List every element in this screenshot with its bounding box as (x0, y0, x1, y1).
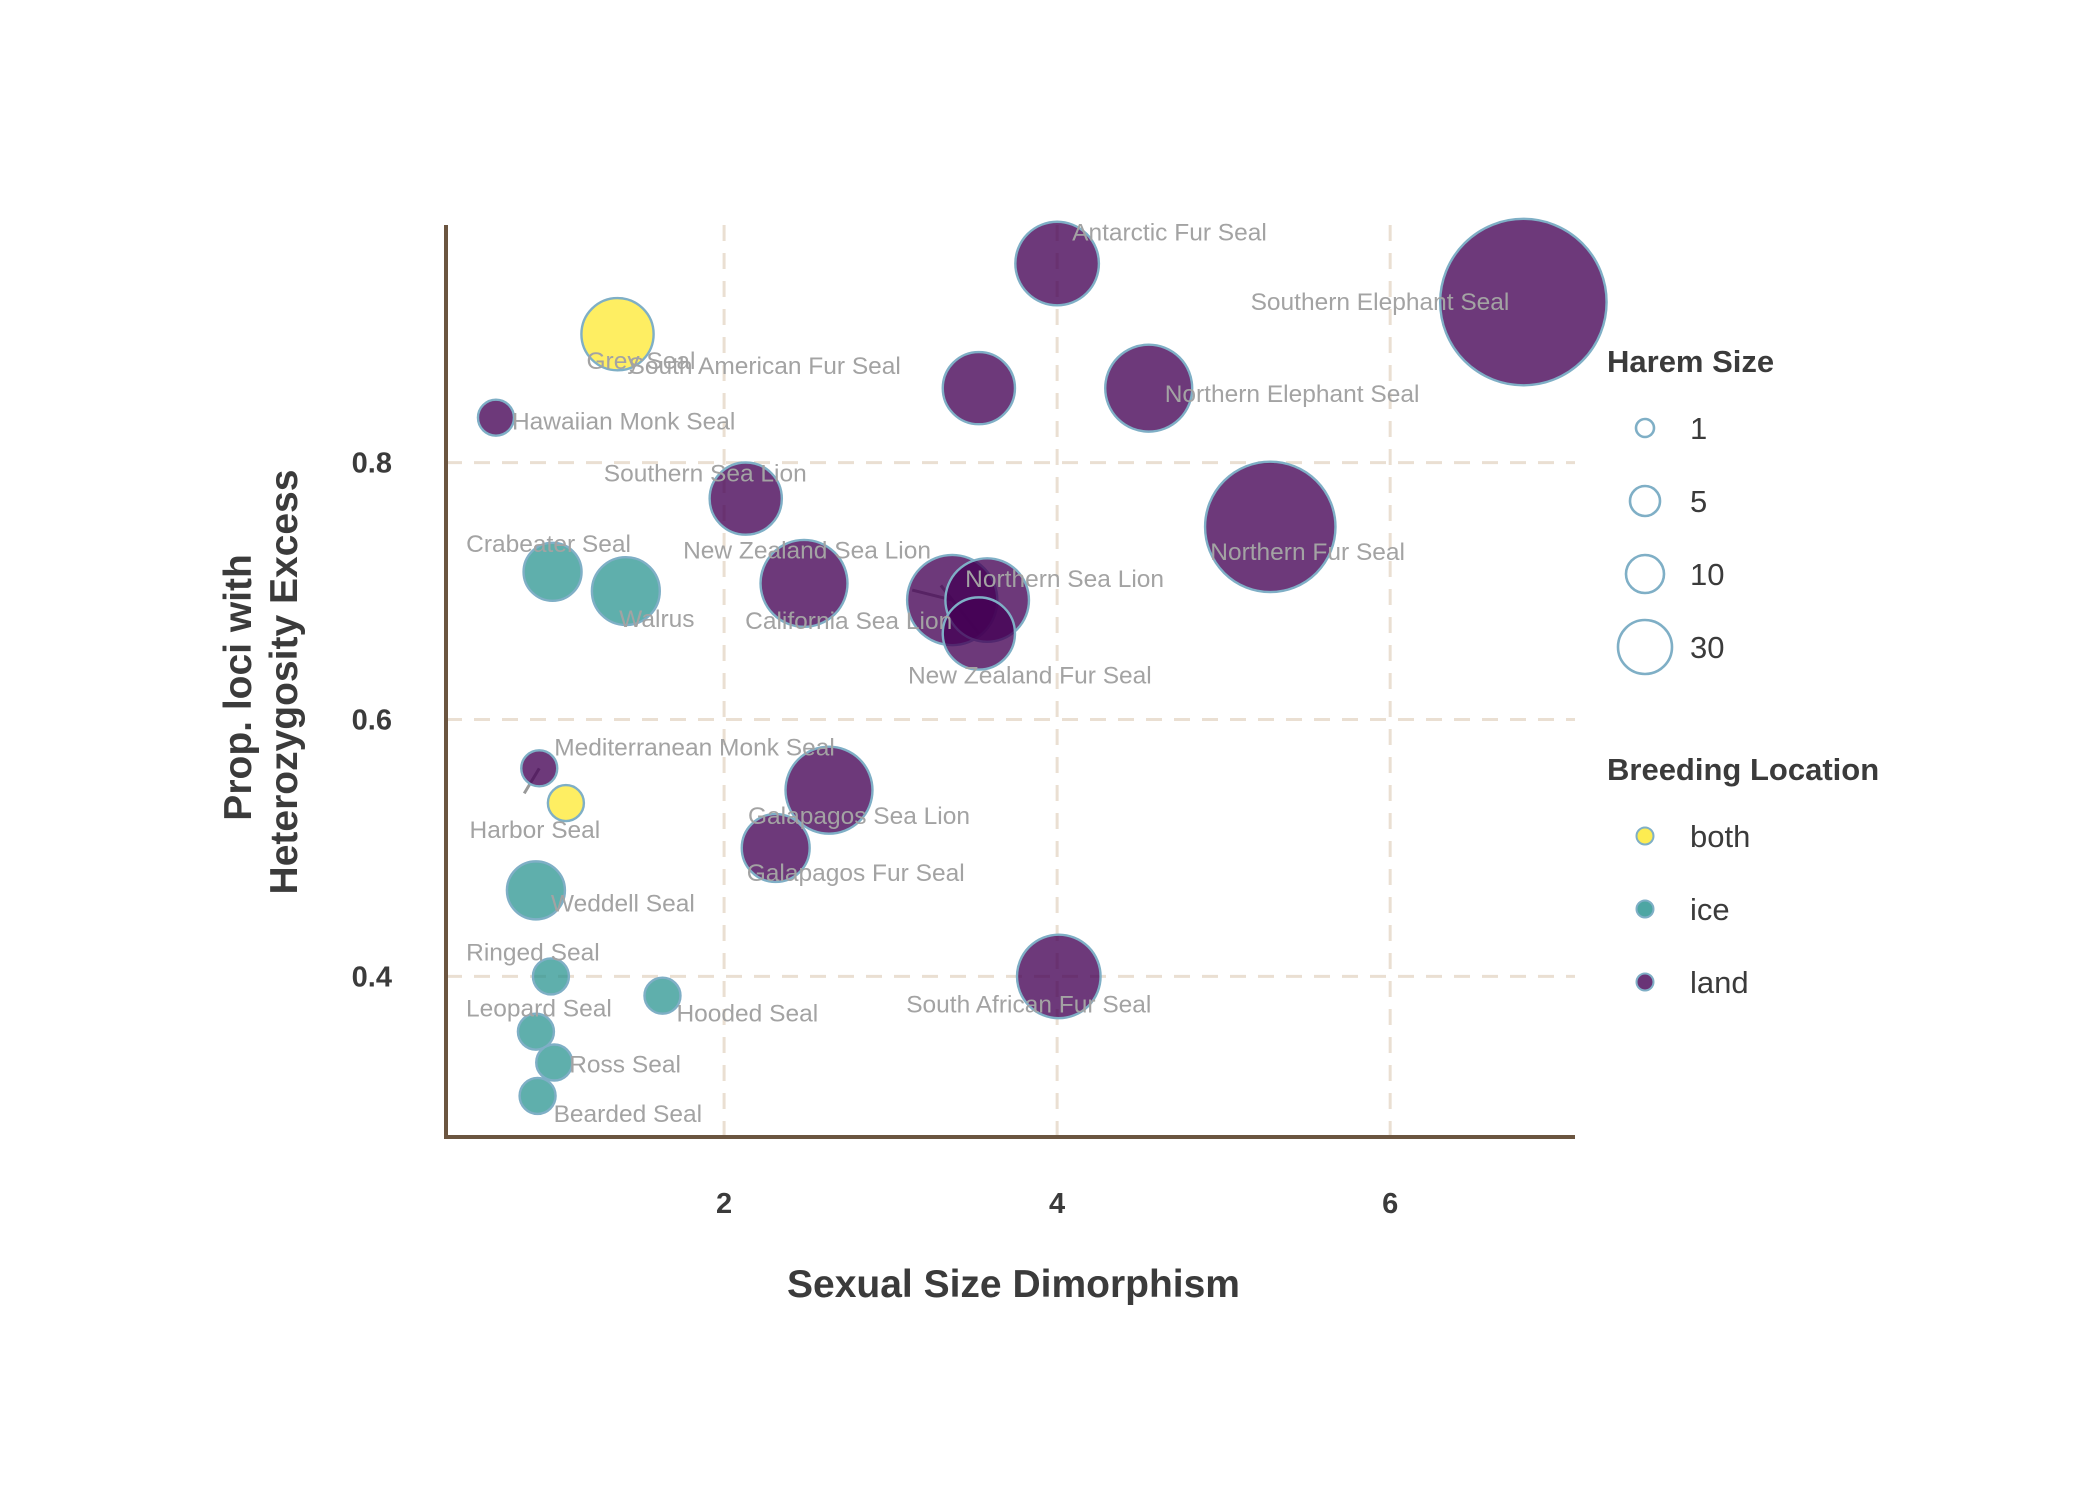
point-galapagos-fur-seal (740, 812, 811, 884)
point-label-hawaiian-monk-seal: Hawaiian Monk Seal (512, 409, 735, 436)
point-ross-seal (535, 1043, 574, 1082)
legend-size-symbol-30 (1616, 618, 1674, 676)
x-axis-title: Sexual Size Dimorphism (787, 1263, 1240, 1306)
tick-labels: 2 4 6 0.4 0.6 0.8 (352, 448, 1399, 1220)
legend-breeding-location-entries: both ice land (1635, 819, 1750, 1000)
point-walrus (590, 555, 661, 627)
point-crabeater-seal (522, 541, 583, 603)
point-galapagos-sea-lion (784, 745, 874, 835)
legend-color-symbol-land (1635, 972, 1655, 992)
point-label-crabeater-seal: Crabeater Seal (466, 531, 631, 558)
point-grey-seal (580, 296, 655, 372)
legend-size-label-5: 5 (1690, 484, 1707, 519)
y-tick-label-0-4: 0.4 (352, 961, 392, 993)
y-tick-label-0-8: 0.8 (352, 448, 392, 480)
point-label-grey-seal: Grey Seal (587, 348, 696, 375)
point-label-galapagos-sea-lion: Galapagos Sea Lion (748, 803, 970, 830)
point-label-california-sea-lion: California Sea Lion (745, 608, 952, 635)
legend-size-symbol-1 (1634, 417, 1656, 439)
legend-color-symbol-both (1635, 826, 1655, 846)
point-label-southern-sea-lion: Southern Sea Lion (604, 461, 807, 488)
point-mediterranean-monk-seal (520, 749, 559, 788)
legend-color-symbol-ice (1635, 899, 1655, 919)
point-label-ross-seal: Ross Seal (569, 1051, 681, 1078)
y-axis-title-line-2: Heterozygosity Excess (263, 470, 306, 895)
point-northern-elephant-seal (1104, 343, 1194, 433)
point-label-south-american-fur-seal: South American Fur Seal (629, 353, 901, 380)
legend: Harem Size 1 5 10 30 Breeding Location both… (1607, 344, 1879, 1000)
point-label-hooded-seal: Hooded Seal (676, 1001, 818, 1028)
point-label-northern-fur-seal: Northern Fur Seal (1210, 539, 1405, 566)
point-southern-elephant-seal (1438, 217, 1608, 387)
legend-size-symbol-10 (1624, 553, 1666, 595)
y-axis-title: Prop. loci with Heterozygosity Excess (217, 470, 306, 895)
point-label-harbor-seal: Harbor Seal (470, 817, 601, 844)
legend-harem-size-entries: 1 5 10 30 (1616, 411, 1724, 676)
point-southern-sea-lion (708, 461, 784, 536)
point-label-antarctic-fur-seal: Antarctic Fur Seal (1072, 220, 1267, 247)
axes (444, 225, 1575, 1139)
point-leopard-seal (516, 1012, 556, 1051)
x-tick-label-4: 4 (1049, 1188, 1065, 1220)
point-new-zealand-fur-seal (941, 596, 1017, 671)
point-label-new-zealand-fur-seal: New Zealand Fur Seal (908, 662, 1152, 689)
point-label-galapagos-fur-seal: Galapagos Fur Seal (747, 860, 965, 887)
point-label-leopard-seal: Leopard Seal (466, 996, 612, 1023)
legend-title-harem-size: Harem Size (1607, 344, 1774, 379)
x-tick-label-6: 6 (1382, 1188, 1398, 1220)
legend-color-label-ice: ice (1690, 892, 1730, 927)
point-label-new-zealand-sea-lion: New Zealand Sea Lion (683, 537, 931, 564)
y-tick-label-0-6: 0.6 (352, 705, 392, 737)
point-hawaiian-monk-seal (476, 398, 516, 437)
point-bearded-seal (518, 1076, 557, 1116)
x-tick-label-2: 2 (716, 1188, 732, 1220)
point-label-southern-elephant-seal: Southern Elephant Seal (1251, 289, 1510, 316)
point-label-walrus: Walrus (619, 606, 694, 633)
point-northern-fur-seal (1203, 460, 1337, 594)
legend-size-label-10: 10 (1690, 557, 1724, 592)
point-label-ringed-seal: Ringed Seal (466, 939, 599, 966)
point-label-northern-elephant-seal: Northern Elephant Seal (1165, 381, 1420, 408)
point-harbor-seal (546, 783, 586, 823)
point-labels: Antarctic Fur Seal Southern Elephant Seal… (466, 220, 1509, 1128)
point-label-bearded-seal: Bearded Seal (554, 1101, 702, 1128)
point-antarctic-fur-seal (1014, 220, 1101, 307)
legend-title-breeding-location: Breeding Location (1607, 752, 1879, 787)
point-weddell-seal (505, 860, 567, 921)
y-axis-title-line-1: Prop. loci with (217, 554, 260, 821)
point-label-weddell-seal: Weddell Seal (551, 890, 695, 917)
point-hooded-seal (643, 976, 682, 1015)
point-south-african-fur-seal (1015, 933, 1102, 1020)
legend-color-label-land: land (1690, 965, 1749, 1000)
data-points (476, 217, 1608, 1116)
legend-size-label-30: 30 (1690, 630, 1724, 665)
legend-color-label-both: both (1690, 819, 1750, 854)
point-new-zealand-sea-lion (759, 538, 849, 629)
point-label-mediterranean-monk-seal: Mediterranean Monk Seal (554, 734, 835, 761)
point-label-northern-sea-lion: Northern Sea Lion (965, 566, 1164, 593)
point-ringed-seal (531, 957, 571, 996)
point-south-american-fur-seal (941, 350, 1017, 426)
legend-size-symbol-5 (1628, 484, 1662, 518)
point-label-south-african-fur-seal: South African Fur Seal (906, 991, 1151, 1018)
legend-size-label-1: 1 (1690, 411, 1707, 446)
